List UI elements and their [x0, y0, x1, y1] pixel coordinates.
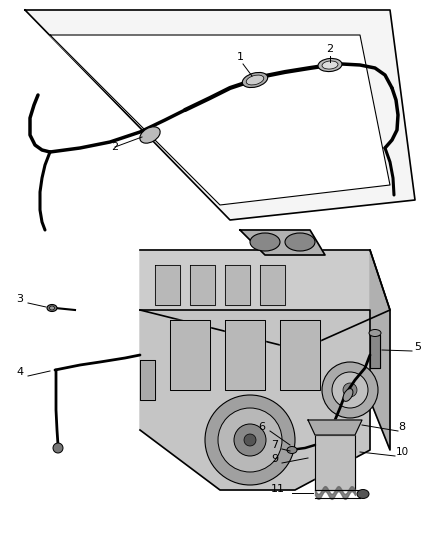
Polygon shape — [155, 265, 180, 305]
Ellipse shape — [250, 233, 280, 251]
Circle shape — [244, 434, 256, 446]
Polygon shape — [140, 250, 390, 350]
Polygon shape — [280, 320, 320, 390]
Text: 8: 8 — [399, 422, 406, 432]
Polygon shape — [260, 265, 285, 305]
Text: 7: 7 — [272, 440, 279, 450]
Text: 1: 1 — [237, 52, 244, 62]
Circle shape — [234, 424, 266, 456]
Ellipse shape — [369, 329, 381, 336]
Circle shape — [205, 395, 295, 485]
Polygon shape — [170, 320, 210, 390]
Ellipse shape — [49, 306, 54, 310]
Ellipse shape — [140, 127, 160, 143]
Circle shape — [343, 383, 357, 397]
Text: 6: 6 — [258, 422, 265, 432]
Text: 11: 11 — [271, 484, 285, 494]
Ellipse shape — [343, 389, 353, 401]
Text: 3: 3 — [17, 294, 24, 304]
Ellipse shape — [357, 489, 369, 498]
Circle shape — [322, 362, 378, 418]
Polygon shape — [308, 420, 362, 435]
Text: 5: 5 — [414, 342, 421, 352]
Text: 4: 4 — [17, 367, 24, 377]
Ellipse shape — [287, 447, 297, 454]
Ellipse shape — [246, 75, 264, 85]
Ellipse shape — [242, 72, 268, 87]
Polygon shape — [225, 320, 265, 390]
Polygon shape — [315, 435, 355, 490]
Polygon shape — [140, 360, 155, 400]
Ellipse shape — [322, 61, 338, 69]
Polygon shape — [140, 310, 370, 490]
Polygon shape — [25, 10, 415, 220]
Text: 10: 10 — [396, 447, 409, 457]
Circle shape — [332, 372, 368, 408]
Circle shape — [218, 408, 282, 472]
Polygon shape — [370, 335, 380, 368]
Circle shape — [53, 443, 63, 453]
Polygon shape — [190, 265, 215, 305]
Polygon shape — [225, 265, 250, 305]
Polygon shape — [240, 230, 325, 255]
Ellipse shape — [285, 233, 315, 251]
Polygon shape — [370, 250, 390, 450]
Ellipse shape — [318, 59, 342, 71]
Ellipse shape — [47, 304, 57, 311]
Text: 9: 9 — [272, 454, 279, 464]
Text: 2: 2 — [326, 44, 334, 54]
Text: 2: 2 — [111, 142, 119, 152]
Polygon shape — [50, 35, 390, 205]
